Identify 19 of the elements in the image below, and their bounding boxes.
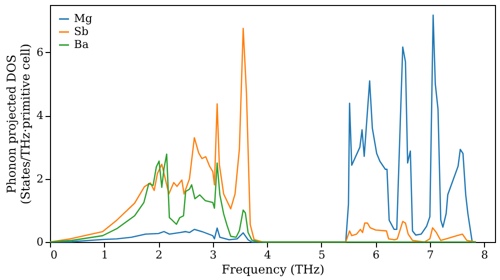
x-tick-label: 1	[101, 248, 108, 262]
x-tick-label: 7	[426, 248, 434, 262]
x-tick-label: 8	[481, 248, 488, 262]
line-series	[49, 154, 477, 243]
y-tick-label: 0	[36, 236, 44, 248]
x-tick-label: 2	[156, 248, 163, 262]
legend-label: Mg	[74, 12, 92, 25]
legend-label: Ba	[74, 38, 90, 51]
x-tick-label: 4	[264, 248, 272, 262]
x-tick-label: 6	[372, 248, 380, 262]
x-tick-label: 0	[50, 248, 58, 262]
x-tick-label: 5	[318, 248, 326, 262]
y-axis-title: Phonon projected DOS (States/THz·primitive cell)	[4, 44, 32, 204]
y-tick-label: 6	[36, 46, 44, 59]
y-tick-label: 4	[36, 109, 44, 122]
x-tick-label: 3	[210, 248, 217, 262]
y-tick-label: 2	[36, 172, 44, 186]
legend-label: Sb	[74, 25, 89, 38]
x-axis-title: Frequency (THz)	[222, 262, 324, 276]
